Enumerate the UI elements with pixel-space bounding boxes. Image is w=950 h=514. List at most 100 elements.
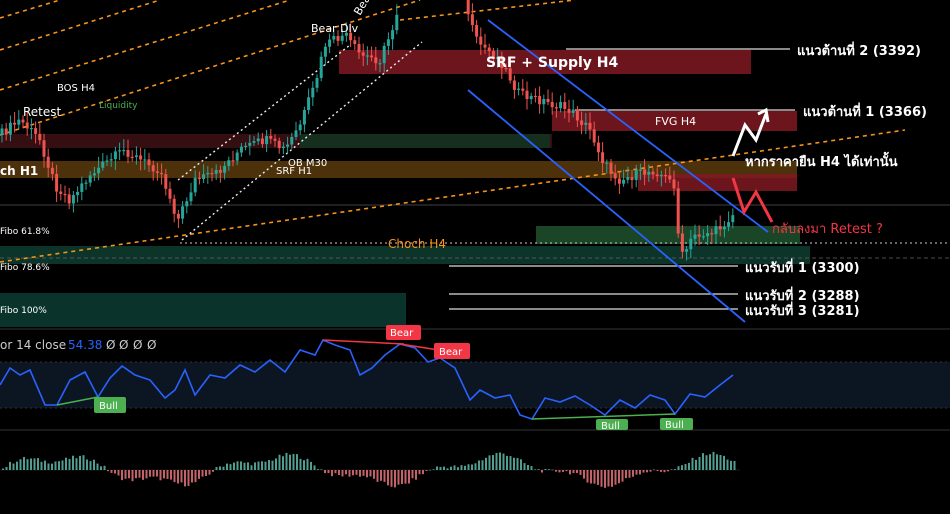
candle-body: [466, 0, 470, 15]
histogram-bar: [65, 457, 67, 470]
candle-body: [315, 77, 319, 88]
histogram-bar: [569, 470, 571, 475]
candle-body: [521, 88, 525, 91]
histogram-bar: [212, 470, 214, 472]
histogram-bar: [387, 470, 389, 486]
candle-body: [227, 160, 231, 166]
histogram-bar: [51, 463, 53, 470]
histogram-bar: [103, 465, 106, 470]
candle-body: [554, 107, 558, 109]
histogram-bar: [233, 462, 235, 470]
candle-body: [92, 173, 96, 176]
candle-body: [470, 14, 474, 26]
candle-body: [500, 57, 504, 69]
histogram-bar: [464, 465, 466, 470]
candle-body: [508, 68, 512, 81]
candle-body: [71, 195, 75, 204]
histogram-bar: [523, 463, 526, 470]
histogram-bar: [495, 453, 498, 470]
candle-body: [659, 175, 663, 177]
candle-body: [634, 169, 638, 181]
histogram-bar: [453, 465, 456, 470]
candle-body: [176, 213, 180, 219]
histogram-bar: [380, 470, 382, 481]
candles-layer: [0, 0, 735, 261]
histogram-bar: [243, 462, 246, 470]
candle-body: [689, 238, 693, 250]
histogram-bar: [565, 470, 568, 472]
rsi-line: [0, 338, 734, 420]
candle-body: [357, 44, 361, 53]
histogram-bar: [163, 470, 165, 479]
histogram-bar: [222, 466, 225, 470]
histogram-bar: [159, 470, 162, 481]
histogram-bar: [709, 454, 711, 470]
histogram-bar: [590, 470, 592, 484]
candle-body: [294, 130, 298, 137]
histogram-bar: [145, 470, 148, 479]
bear-tag-1: Bear: [390, 328, 414, 339]
histogram-bar: [72, 455, 74, 470]
histogram-bar: [310, 461, 312, 470]
bear-cut-label: Bea: [351, 0, 373, 17]
candle-body: [109, 159, 113, 161]
histogram-bar: [37, 458, 39, 470]
candle-body: [55, 173, 59, 192]
candle-body: [722, 226, 726, 230]
candle-body: [113, 151, 117, 160]
histogram-bar: [425, 470, 428, 471]
histogram-bar: [415, 470, 417, 480]
candle-body: [214, 169, 218, 174]
candle-body: [0, 128, 4, 135]
histogram-bar: [173, 470, 176, 483]
candle-body: [386, 39, 390, 46]
candle-body: [370, 55, 374, 58]
histogram-bar: [366, 470, 368, 478]
histogram-bar: [257, 461, 260, 470]
histogram-bar: [719, 454, 722, 470]
histogram-bar: [306, 458, 309, 470]
candle-body: [202, 174, 206, 180]
histogram-bar: [397, 470, 400, 485]
candle-body: [42, 140, 46, 157]
histogram-bar: [534, 469, 536, 471]
histogram-bar: [194, 470, 197, 483]
histogram-bar: [670, 469, 673, 471]
candle-body: [323, 46, 327, 57]
histogram-bar: [457, 467, 459, 470]
histogram-bar: [513, 457, 515, 470]
histogram-bar: [635, 470, 638, 475]
candle-body: [697, 234, 701, 237]
histogram-bar: [383, 470, 386, 482]
candle-body: [638, 169, 642, 171]
candle-body: [311, 87, 315, 98]
candle-body: [336, 36, 340, 41]
histogram-bar: [688, 462, 690, 470]
histogram-bar: [271, 460, 274, 470]
histogram-bar: [401, 470, 403, 485]
candle-body: [155, 171, 159, 173]
histogram-bar: [527, 464, 529, 470]
candle-body: [164, 174, 168, 189]
candle-body: [235, 152, 239, 161]
candle-body: [605, 162, 609, 164]
histogram-bar: [541, 470, 543, 473]
orange-line-5: [0, 129, 906, 263]
candle-body: [496, 57, 500, 59]
candle-body: [651, 171, 655, 175]
orange-line-2: [0, 0, 161, 51]
histogram-bar: [548, 469, 550, 470]
candle-body: [550, 101, 554, 108]
histogram-bar: [551, 469, 554, 471]
candle-body: [88, 175, 92, 183]
candle-body: [63, 193, 67, 196]
histogram-bar: [264, 461, 267, 470]
bull-div-line-1: [56, 396, 99, 406]
candle-body: [197, 177, 201, 180]
candle-body: [29, 128, 33, 130]
candle-body: [365, 55, 369, 57]
histogram-bar: [530, 466, 533, 470]
candle-body: [701, 236, 705, 238]
candle-body: [13, 122, 17, 125]
candle-body: [189, 192, 193, 202]
